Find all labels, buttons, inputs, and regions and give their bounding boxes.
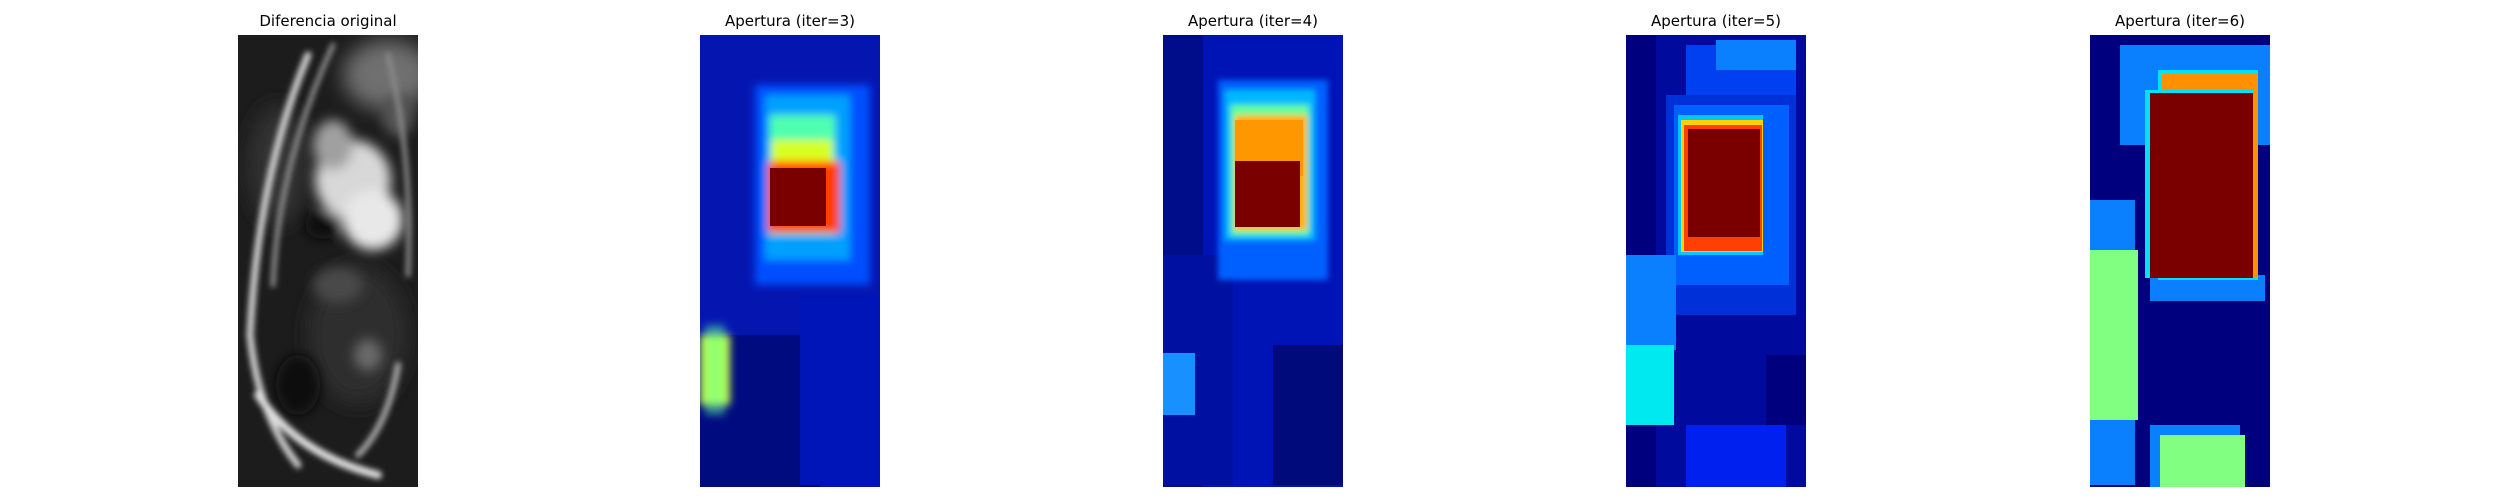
panel-title: Apertura (iter=6)	[2115, 12, 2245, 30]
panel-title: Apertura (iter=5)	[1651, 12, 1781, 30]
panel-title: Apertura (iter=3)	[725, 12, 855, 30]
panel-title: Apertura (iter=4)	[1188, 12, 1318, 30]
heatmap-image	[1626, 35, 1806, 487]
grayscale-image	[238, 35, 418, 487]
panel-original: Diferencia original	[238, 0, 418, 500]
panel-iter-6: Apertura (iter=6)	[2090, 0, 2270, 500]
heatmap-image	[2090, 35, 2270, 487]
panel-title: Diferencia original	[259, 12, 397, 30]
heatmap-image	[1163, 35, 1343, 487]
heatmap-image	[700, 35, 880, 487]
panel-iter-3: Apertura (iter=3)	[700, 0, 880, 500]
panel-iter-4: Apertura (iter=4)	[1163, 0, 1343, 500]
panel-iter-5: Apertura (iter=5)	[1626, 0, 1806, 500]
